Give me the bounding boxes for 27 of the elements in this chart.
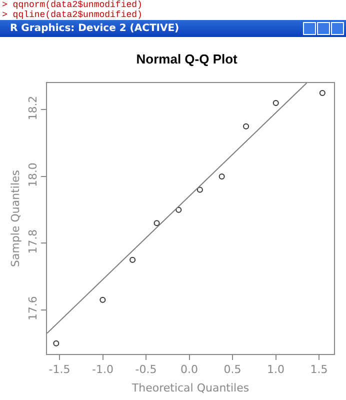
point	[243, 123, 250, 130]
point	[176, 206, 182, 213]
x-tick-label: 1.0	[267, 363, 285, 376]
x-tick-label: -1.5	[48, 363, 70, 376]
point	[218, 173, 225, 180]
point	[196, 186, 203, 193]
x-tick-label: 1.5	[310, 363, 328, 376]
point	[100, 296, 106, 303]
y-tick-label: 18.2	[26, 96, 40, 120]
point	[53, 340, 60, 346]
text: R Graphics: Device 2 (ACTIVE)	[10, 23, 180, 34]
text: > qqline(data2$unmodified)	[2, 10, 144, 20]
point	[154, 220, 160, 226]
y-axis-title: Sample Quantiles	[9, 170, 22, 268]
x-axis-title: Theoretical Quantiles	[130, 381, 250, 394]
text: > qqnorm(data2$unmodified)	[2, 0, 144, 10]
point	[319, 90, 326, 96]
x-tick-label: 0.0	[180, 363, 198, 376]
point	[130, 256, 136, 263]
y-tick-label: 18.0	[26, 162, 40, 188]
y-tick-label: 17.8	[26, 229, 40, 254]
chart-title: Normal Q-Q Plot	[136, 51, 238, 66]
y-tick-label: 17.6	[26, 296, 40, 321]
x-tick-label: -1.0	[92, 363, 114, 376]
point	[272, 100, 279, 106]
x-tick-label: 0.5	[224, 363, 242, 376]
x-tick-label: -0.5	[135, 363, 157, 376]
